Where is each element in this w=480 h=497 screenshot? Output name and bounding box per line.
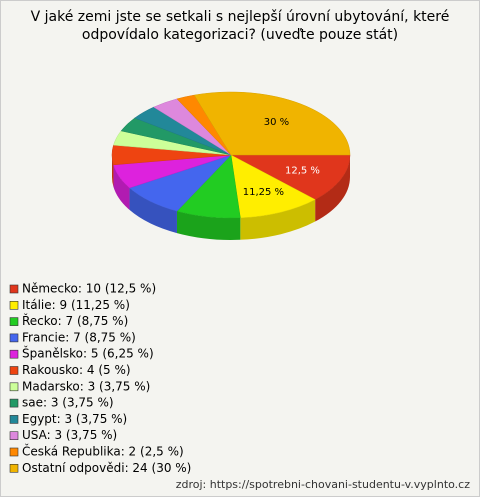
legend-swatch bbox=[9, 463, 19, 473]
slice-side bbox=[315, 155, 350, 222]
slice-side bbox=[176, 211, 241, 240]
slice-side bbox=[129, 187, 177, 234]
data-label: 12,5 % bbox=[285, 166, 320, 177]
chart-title: odpovídalo kategorizaci? (uveďte pouze s… bbox=[82, 27, 398, 43]
legend-label: Česká Republika: 2 (2,5 %) bbox=[22, 444, 184, 459]
legend-swatch bbox=[9, 415, 19, 424]
legend-label: Ostatní odpovědi: 24 (30 %) bbox=[22, 461, 191, 475]
legend-swatch bbox=[9, 431, 19, 441]
legend-label: sae: 3 (3,75 %) bbox=[22, 396, 114, 410]
data-label: 30 % bbox=[264, 117, 289, 128]
legend-swatch bbox=[9, 398, 19, 408]
slice-side bbox=[240, 199, 316, 240]
legend-label: USA: 3 (3,75 %) bbox=[22, 428, 117, 442]
slice bbox=[230, 154, 316, 219]
legend-label: Řecko: 7 (8,75 %) bbox=[22, 313, 128, 328]
legend-label: Německo: 10 (12,5 %) bbox=[22, 282, 156, 296]
legend-label: Egypt: 3 (3,75 %) bbox=[22, 412, 127, 426]
legend-label: Itálie: 9 (11,25 %) bbox=[22, 298, 130, 312]
legend-label: Madarsko: 3 (3,75 %) bbox=[22, 379, 150, 393]
legend-swatch bbox=[9, 382, 19, 392]
data-label: 11,25 % bbox=[243, 187, 284, 198]
slice-side bbox=[112, 155, 114, 187]
legend-swatch bbox=[9, 317, 19, 326]
slice bbox=[230, 154, 351, 200]
legend-label: Rakousko: 4 (5 %) bbox=[22, 363, 131, 377]
slice bbox=[193, 91, 351, 156]
source: zdroj: https://spotrebni-chovani-student… bbox=[176, 478, 471, 491]
legend-swatch bbox=[9, 300, 19, 310]
chart-title: V jaké zemi jste se setkali s nejlepší ú… bbox=[31, 9, 450, 25]
legend-swatch bbox=[9, 284, 19, 294]
legend-swatch bbox=[9, 366, 19, 375]
legend-label: Španělsko: 5 (6,25 %) bbox=[22, 346, 154, 361]
slice-side bbox=[113, 164, 130, 210]
legend-swatch bbox=[9, 349, 19, 359]
legend-label: Francie: 7 (8,75 %) bbox=[22, 330, 136, 344]
legend-swatch bbox=[9, 333, 19, 343]
legend-swatch bbox=[9, 447, 19, 457]
